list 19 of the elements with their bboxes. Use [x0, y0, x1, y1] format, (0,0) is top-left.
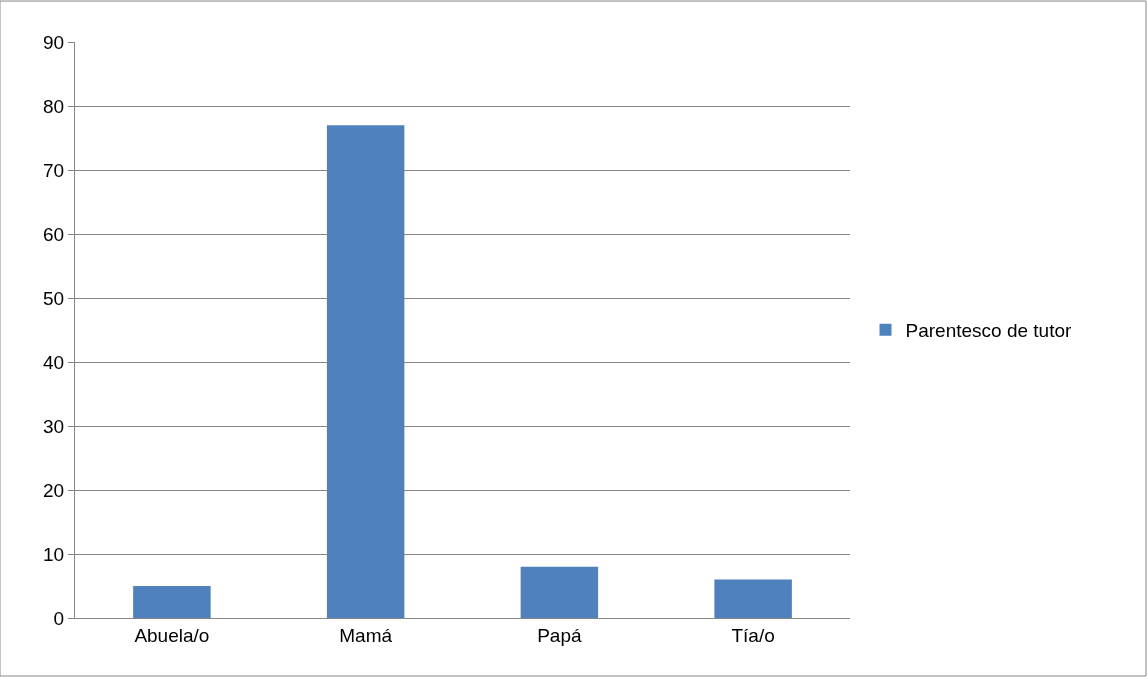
legend-label: Parentesco de tutor	[905, 320, 1072, 342]
y-tick-label: 0	[53, 607, 65, 629]
y-tick-label: 50	[43, 287, 65, 309]
bar	[520, 566, 599, 618]
x-tick-label: Mamá	[339, 624, 393, 646]
bar	[326, 125, 405, 618]
bar	[714, 579, 792, 618]
x-tick-label: Abuela/o	[134, 624, 210, 646]
y-tick-label: 10	[43, 543, 65, 565]
bar	[133, 586, 211, 618]
y-tick-label: 40	[43, 351, 65, 373]
y-tick-label: 60	[43, 223, 65, 245]
x-tick-label: Papá	[537, 624, 582, 646]
y-tick-label: 20	[43, 479, 65, 501]
y-tick-label: 90	[43, 31, 65, 53]
x-tick-label: Tía/o	[731, 624, 775, 646]
y-tick-label: 70	[43, 159, 65, 181]
y-tick-label: 80	[43, 95, 65, 117]
y-tick-label: 30	[43, 415, 65, 437]
